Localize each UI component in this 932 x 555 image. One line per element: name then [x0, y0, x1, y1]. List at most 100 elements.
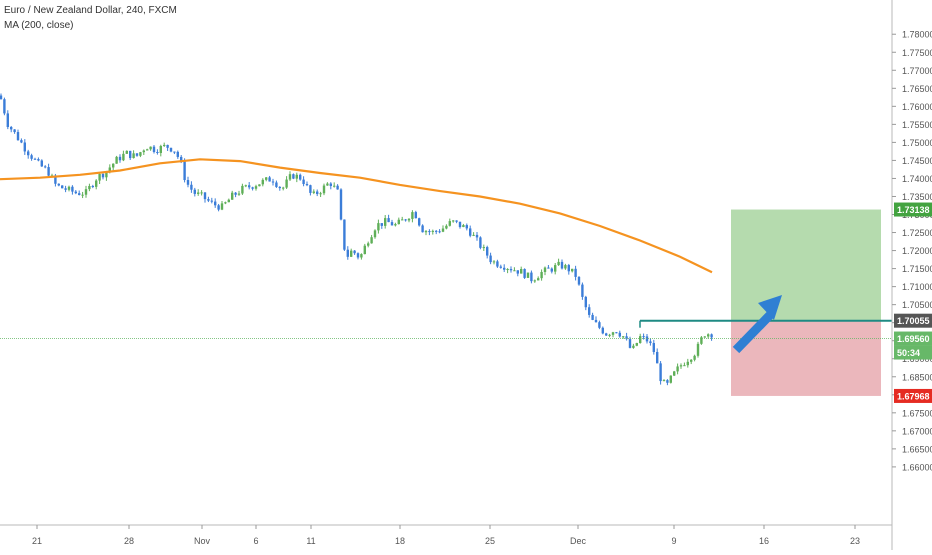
candle-down — [628, 339, 632, 348]
candle-down — [305, 184, 309, 186]
candle-down — [64, 188, 67, 190]
candle-down — [465, 225, 468, 229]
candle-up — [367, 243, 370, 246]
target-price-tag: 1.73138 — [897, 205, 930, 215]
candle-up — [98, 173, 101, 181]
candle-up — [384, 218, 387, 226]
candle-down — [214, 201, 217, 206]
candle-up — [686, 361, 689, 366]
profit-zone — [731, 209, 881, 321]
candle-up — [700, 337, 703, 344]
candle-up — [363, 245, 366, 255]
candle-down — [234, 192, 237, 195]
candle-down — [486, 247, 489, 256]
candle-up — [244, 185, 247, 187]
candle-down — [309, 185, 312, 193]
candle-up — [142, 150, 145, 153]
candle-up — [373, 230, 377, 238]
candle-down — [560, 261, 564, 269]
candle-up — [105, 171, 108, 178]
price-tick-label: 1.76500 — [902, 84, 932, 94]
candle-up — [424, 231, 428, 233]
time-tick-label: Nov — [194, 536, 211, 546]
candles-layer — [0, 93, 713, 386]
current-price-tag-bg — [894, 331, 932, 346]
candle-up — [122, 153, 125, 161]
price-tick-label: 1.66000 — [902, 462, 932, 472]
candle-up — [632, 345, 635, 348]
candle-down — [299, 174, 302, 180]
candle-up — [411, 212, 414, 219]
candle-down — [649, 341, 652, 344]
candle-down — [302, 179, 305, 185]
candle-down — [203, 192, 207, 200]
candle-down — [577, 276, 581, 285]
position-zones — [731, 209, 881, 396]
candle-down — [652, 343, 655, 352]
candle-down — [469, 228, 472, 236]
candle-up — [149, 146, 152, 150]
candle-down — [278, 186, 281, 189]
candle-down — [16, 132, 20, 141]
candle-up — [526, 272, 530, 278]
candle-up — [537, 278, 540, 281]
symbol-title[interactable]: Euro / New Zealand Dollar, 240, FXCM — [4, 5, 177, 16]
price-tick-label: 1.74000 — [902, 174, 932, 184]
candle-down — [23, 142, 26, 152]
overlay-layer — [0, 295, 892, 354]
time-tick-label: 28 — [124, 536, 134, 546]
candle-down — [57, 183, 60, 186]
candle-down — [475, 234, 479, 238]
price-tick-label: 1.75000 — [902, 138, 932, 148]
candle-up — [622, 336, 625, 338]
candle-down — [169, 147, 173, 152]
candle-down — [598, 322, 601, 328]
candle-down — [390, 222, 394, 226]
candle-down — [0, 95, 3, 100]
candle-up — [319, 193, 322, 195]
candle-up — [707, 334, 710, 337]
time-axis[interactable]: 21 28 Nov 6 11 18 25 Dec 9 16 23 — [32, 525, 860, 546]
candle-countdown-tag-bg — [894, 345, 932, 360]
candle-down — [180, 156, 183, 162]
candle-down — [173, 151, 176, 153]
time-tick-label: 25 — [485, 536, 495, 546]
candle-down — [316, 191, 319, 195]
candle-down — [91, 186, 94, 188]
candle-down — [6, 113, 9, 127]
candle-down — [421, 225, 424, 233]
candle-down — [248, 185, 251, 188]
price-tick-label: 1.77000 — [902, 66, 932, 76]
candle-up — [139, 152, 142, 156]
candle-up — [312, 191, 315, 193]
candle-up — [431, 230, 434, 232]
candle-down — [193, 189, 196, 194]
candle-up — [611, 332, 615, 335]
candle-up — [635, 343, 638, 346]
candle-down — [404, 219, 407, 221]
candle-down — [44, 166, 47, 168]
candle-up — [482, 247, 485, 249]
candle-up — [492, 261, 496, 263]
candle-down — [509, 269, 513, 271]
candle-down — [346, 249, 349, 257]
candle-up — [370, 237, 373, 244]
candle-down — [40, 160, 43, 167]
price-tick-label: 1.77500 — [902, 48, 932, 58]
candle-down — [547, 267, 550, 269]
candle-down — [581, 284, 584, 297]
candle-up — [265, 177, 268, 180]
time-tick-label: 6 — [253, 536, 258, 546]
candle-down — [380, 223, 383, 226]
indicator-legend[interactable]: MA (200, close) — [4, 20, 74, 31]
candle-up — [125, 150, 128, 154]
candle-up — [254, 186, 258, 189]
price-tick-label: 1.68500 — [902, 372, 932, 382]
candle-up — [690, 359, 693, 362]
candle-down — [343, 219, 346, 250]
candle-up — [237, 193, 241, 195]
candle-up — [441, 228, 445, 232]
candle-down — [271, 181, 275, 183]
time-tick-label: Dec — [570, 536, 587, 546]
